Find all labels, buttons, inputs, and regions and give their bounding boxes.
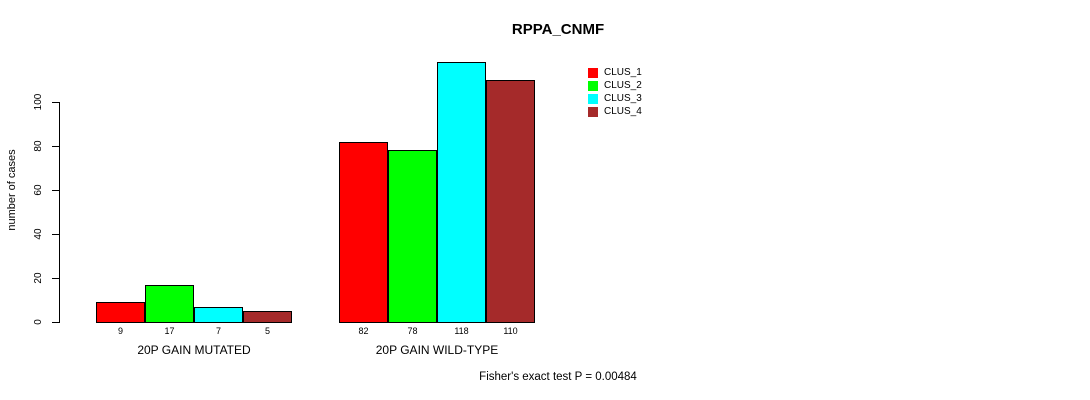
bar-value-label: 9: [117, 326, 123, 336]
bar-value-label: 5: [264, 326, 270, 336]
bar-value-label: 78: [407, 326, 418, 336]
y-tick-label: 40: [33, 228, 44, 240]
legend-label: CLUS_2: [604, 80, 642, 91]
legend-item: CLUS_1: [588, 66, 642, 79]
y-axis-line: [59, 102, 60, 323]
legend-label: CLUS_3: [604, 93, 642, 104]
bar: [388, 150, 437, 323]
bar-value-label: 7: [215, 326, 221, 336]
legend: CLUS_1 CLUS_2 CLUS_3 CLUS_4: [588, 66, 642, 118]
category-label: 20P GAIN MUTATED: [137, 343, 251, 357]
bar: [243, 311, 292, 323]
y-tick-label: 100: [33, 93, 44, 111]
bar: [145, 285, 194, 323]
bar-value-label: 82: [358, 326, 369, 336]
bar-value-label: 118: [454, 326, 469, 336]
stat-annotation: Fisher's exact test P = 0.00484: [479, 371, 637, 383]
y-tick: [52, 322, 59, 323]
y-tick: [52, 190, 59, 191]
bar: [96, 302, 145, 323]
y-tick: [52, 278, 59, 279]
bar-value-label: 110: [503, 326, 518, 336]
legend-swatch: [588, 93, 598, 104]
y-tick-label: 80: [33, 140, 44, 152]
legend-item: CLUS_2: [588, 79, 642, 92]
y-tick: [52, 102, 59, 103]
category-label: 20P GAIN WILD-TYPE: [375, 343, 499, 357]
bar: [437, 62, 486, 323]
y-tick-label: 0: [33, 319, 44, 325]
y-tick: [52, 234, 59, 235]
y-tick-label: 20: [33, 272, 44, 284]
legend-item: CLUS_4: [588, 105, 642, 118]
bar: [339, 142, 388, 323]
y-tick: [52, 146, 59, 147]
y-tick-label: 60: [33, 184, 44, 196]
legend-label: CLUS_1: [604, 67, 642, 78]
legend-swatch: [588, 67, 598, 78]
legend-item: CLUS_3: [588, 92, 642, 105]
chart-title: RPPA_CNMF: [511, 21, 605, 38]
bar: [486, 80, 535, 323]
bar-value-label: 17: [164, 326, 175, 336]
legend-swatch: [588, 80, 598, 91]
legend-label: CLUS_4: [604, 106, 642, 117]
legend-swatch: [588, 106, 598, 117]
bar: [194, 307, 243, 323]
